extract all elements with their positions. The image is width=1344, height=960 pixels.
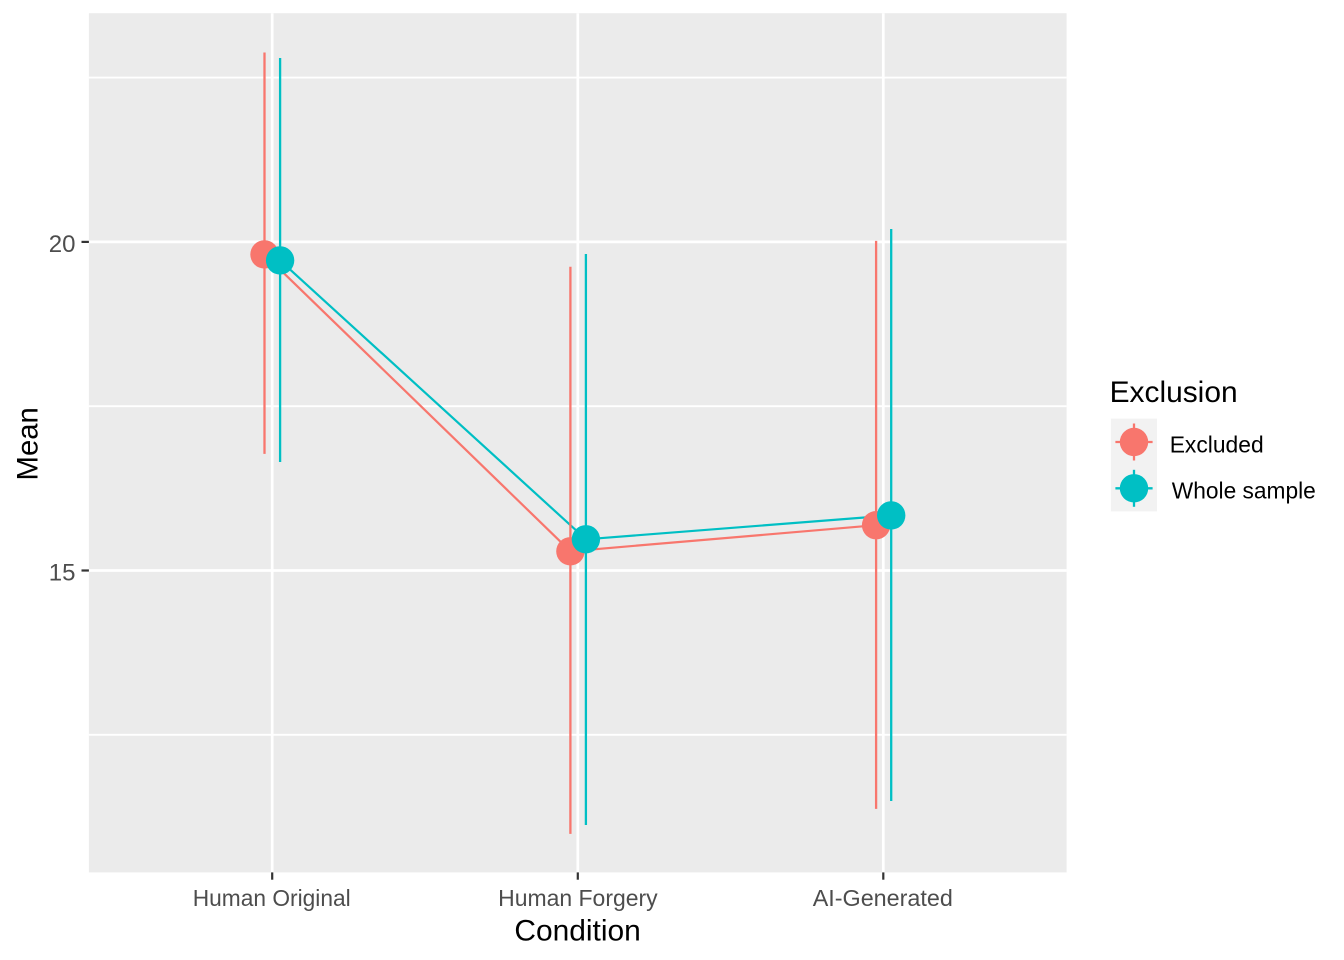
svg-text:Human Forgery: Human Forgery: [498, 885, 658, 911]
svg-text:15: 15: [49, 560, 76, 587]
svg-text:Whole sample: Whole sample: [1172, 477, 1316, 503]
svg-text:AI-Generated: AI-Generated: [813, 885, 953, 911]
svg-text:20: 20: [49, 231, 76, 258]
svg-text:Condition: Condition: [514, 915, 641, 948]
svg-text:Mean: Mean: [11, 407, 44, 480]
svg-text:Human Original: Human Original: [193, 885, 351, 911]
svg-text:Excluded: Excluded: [1170, 431, 1264, 457]
svg-text:Exclusion: Exclusion: [1110, 376, 1238, 409]
